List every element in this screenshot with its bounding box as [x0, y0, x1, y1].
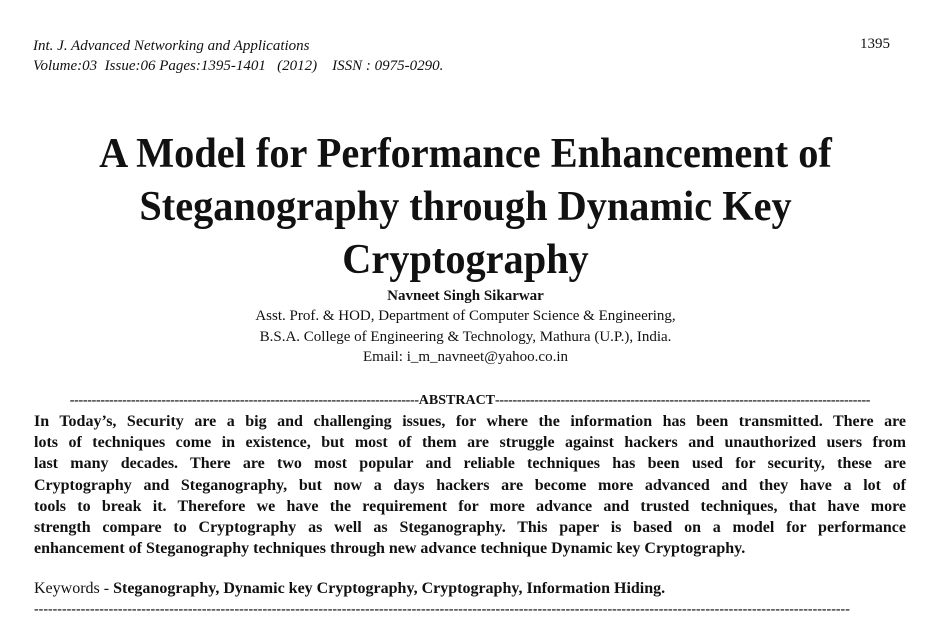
affiliation-line: B.S.A. College of Engineering & Technolo… — [259, 328, 672, 345]
author-email: Email: i_m_navneet@yahoo.co.in — [362, 349, 568, 365]
paper-title: A Model for Performance Enhancement of S… — [0, 128, 931, 287]
author-name: Navneet Singh Sikarwar — [387, 288, 544, 304]
title-line: Cryptography — [342, 237, 589, 283]
keywords-label: Keywords - — [34, 580, 114, 597]
author-affiliation: Asst. Prof. & HOD, Department of Compute… — [0, 306, 931, 368]
abstract-heading-rule: ----------------------------------------… — [34, 393, 906, 409]
affiliation-line: Asst. Prof. & HOD, Department of Compute… — [255, 308, 676, 324]
abstract-body: In Today’s, Security are a big and chall… — [34, 411, 906, 559]
abstract-line: last many decades. There are two most po… — [34, 455, 906, 473]
abstract-line: lots of techniques come in existence, bu… — [34, 434, 906, 452]
abstract-line: enhancement of Steganography techniques … — [34, 540, 746, 558]
abstract-line: strength compare to Cryptography as well… — [34, 519, 906, 537]
dash-rule: ----------------------------------------… — [495, 393, 871, 408]
dash-rule: ----------------------------------------… — [34, 602, 850, 617]
page-number: 1395 — [860, 36, 890, 52]
volume-info: Volume:03 Issue:06 Pages:1395-1401 (2012… — [33, 58, 444, 74]
dash-rule: ----------------------------------------… — [69, 393, 419, 408]
keywords-text: Steganography, Dynamic key Cryptography,… — [113, 580, 666, 597]
abstract-heading: ABSTRACT — [418, 393, 496, 408]
title-line: Steganography through Dynamic Key — [139, 184, 792, 230]
abstract-line: In Today’s, Security are a big and chall… — [34, 413, 906, 430]
keywords: Keywords - Steganography, Dynamic key Cr… — [34, 580, 665, 598]
journal-name: Int. J. Advanced Networking and Applicat… — [33, 38, 310, 54]
title-line: A Model for Performance Enhancement of — [99, 131, 832, 177]
abstract-line: Cryptography and Steganography, but now … — [34, 476, 906, 494]
abstract-line: tools to break it. Therefore we have the… — [34, 497, 906, 515]
